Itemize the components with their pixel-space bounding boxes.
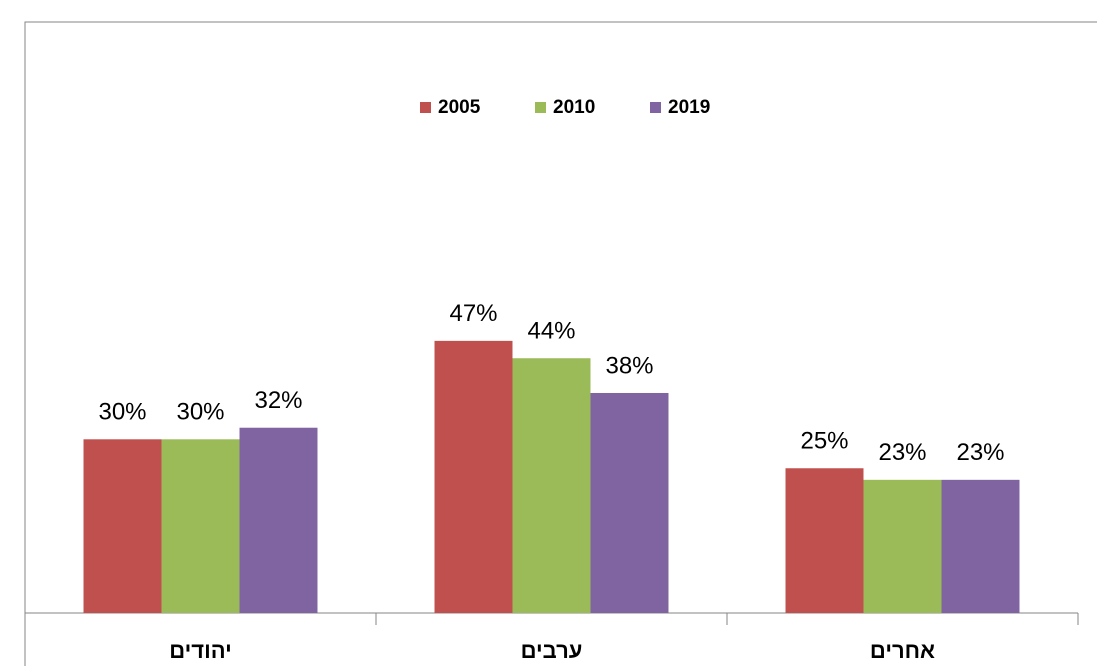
bar: [785, 468, 864, 613]
data-label: 38%: [605, 352, 653, 379]
legend-swatch: [420, 102, 431, 113]
data-label: 23%: [878, 439, 926, 466]
legend-swatch: [535, 102, 546, 113]
bar: [239, 427, 318, 613]
x-tick-label: ערבים: [521, 638, 583, 663]
bar: [512, 358, 591, 613]
data-label: 30%: [98, 399, 146, 426]
bar: [590, 392, 669, 613]
legend-label: 2010: [553, 97, 595, 118]
bar: [941, 479, 1020, 613]
x-tick-label: אחרים: [870, 638, 935, 663]
legend-label: 2005: [438, 97, 481, 118]
data-label: 47%: [449, 300, 497, 327]
bar: [161, 439, 240, 613]
data-label: 44%: [527, 318, 575, 345]
data-label: 23%: [956, 439, 1004, 466]
data-label: 25%: [800, 428, 848, 455]
legend-swatch: [650, 102, 661, 113]
chart-border: [24, 21, 1097, 666]
bar: [863, 479, 942, 613]
legend-label: 2019: [668, 97, 710, 118]
bar: [434, 340, 513, 613]
data-label: 30%: [176, 399, 224, 426]
data-label: 32%: [254, 387, 302, 414]
bar: [83, 439, 162, 613]
x-tick-label: יהודים: [169, 638, 232, 663]
